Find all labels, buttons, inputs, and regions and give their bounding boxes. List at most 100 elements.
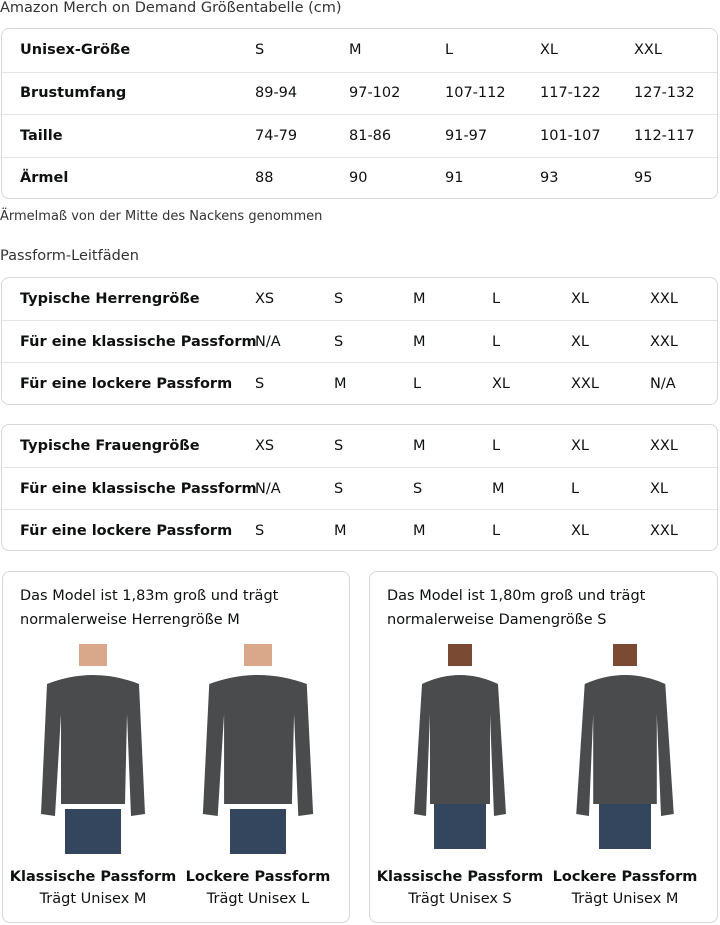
fit-caption: Klassische Passform Trägt Unisex S [375,866,545,910]
table-cell: L [492,522,501,539]
table-cell: 88 [255,170,274,187]
table-cell: S [413,480,423,497]
table-cell: L [492,333,501,350]
table-cell: XXL [571,375,599,392]
table-cell: XXL [634,42,662,59]
table-cell: XXL [650,522,678,539]
fit-name: Klassische Passform [9,869,177,885]
table-row: Ärmel 88 90 91 93 95 [2,156,717,199]
table-cell: M [413,438,426,454]
table-cell: M [413,522,426,539]
table-cell: 101-107 [540,127,601,144]
women-model-card: Das Model ist 1,80m groß und trägt norma… [369,571,718,923]
table-cell: 117-122 [540,85,601,102]
table-row: Brustumfang 89-94 97-102 107-112 117-122 127-… [2,71,717,115]
table-cell: XL [571,522,590,539]
table-cell: XXL [650,438,678,454]
table-cell: 127-132 [634,85,695,102]
row-label: Für eine klassische Passform [20,480,257,497]
row-label: Taille [20,127,63,144]
table-cell: XL [540,42,559,59]
table-cell: 89-94 [255,85,298,102]
table-cell: L [492,291,501,307]
fit-name: Lockere Passform [185,869,331,885]
table-cell: S [334,333,344,350]
size-worn: Trägt Unisex S [408,891,512,907]
table-cell: 74-79 [255,127,298,144]
table-cell: S [334,480,344,497]
table-cell: XL [492,375,511,392]
row-label: Unisex-Größe [20,42,131,59]
row-label: Ärmel [20,170,69,187]
table-cell: L [413,375,422,392]
table-cell: M [492,480,505,497]
table-cell: 91-97 [445,127,488,144]
size-worn: Trägt Unisex M [571,891,679,907]
unisex-size-table: Unisex-Größe S M L XL XXL Brustumfang 89-94 97-1… [1,28,718,199]
sleeve-note: Ärmelmaß von der Mitte des Nackens genom… [0,209,323,224]
table-cell: S [255,42,265,59]
fit-caption: Klassische Passform Trägt Unisex M [8,866,178,910]
row-label: Für eine klassische Passform [20,333,257,350]
row-label: Typische Frauengröße [20,438,200,454]
table-cell: L [492,438,501,454]
table-cell: M [334,522,347,539]
model-photo [395,644,525,854]
table-cell: XS [255,438,275,454]
table-cell: 91 [445,170,464,187]
table-cell: XXL [650,333,678,350]
table-cell: M [413,333,426,350]
women-fit-table: Typische Frauengröße XS S M L XL XXL Für eine k… [1,424,718,551]
men-fit-table: Typische Herrengröße XS S M L XL XXL Für eine k… [1,277,718,405]
fit-guide-heading: Passform-Leitfäden [0,248,139,264]
table-row: Für eine lockere Passform S M M L XL XXL [2,509,717,550]
table-cell: S [255,522,265,539]
fit-name: Klassische Passform [376,869,544,885]
table-cell: 97-102 [349,85,401,102]
size-worn: Trägt Unisex M [39,891,147,907]
table-cell: 93 [540,170,559,187]
fit-caption: Lockere Passform Trägt Unisex M [540,866,710,910]
table-row: Typische Herrengröße XS S M L XL XXL [2,278,717,320]
fit-caption: Lockere Passform Trägt Unisex L [173,866,343,910]
table-cell: XL [571,291,590,307]
row-label: Typische Herrengröße [20,291,200,307]
table-cell: 107-112 [445,85,506,102]
table-cell: L [445,42,454,59]
table-cell: L [571,480,580,497]
men-model-card: Das Model ist 1,83m groß und trägt norma… [2,571,350,923]
model-photo [28,644,158,854]
table-cell: XXL [650,291,678,307]
table-cell: XL [571,438,590,454]
table-cell: N/A [255,480,281,497]
table-cell: XL [571,333,590,350]
table-row: Taille 74-79 81-86 91-97 101-107 112-117 [2,114,717,157]
model-photo [560,644,690,854]
table-row: Für eine klassische Passform N/A S S M L XL [2,467,717,509]
table-cell: 112-117 [634,127,695,144]
table-cell: M [413,291,426,307]
table-cell: 95 [634,170,653,187]
model-photo [193,644,323,854]
table-cell: N/A [650,375,676,392]
table-cell: M [349,42,362,59]
row-label: Brustumfang [20,85,127,102]
size-worn: Trägt Unisex L [206,891,310,907]
table-cell: N/A [255,333,281,350]
table-cell: S [334,291,344,307]
fit-name: Lockere Passform [552,869,698,885]
model-description: Das Model ist 1,83m groß und trägt norma… [20,588,279,628]
table-cell: XS [255,291,275,307]
row-label: Für eine lockere Passform [20,375,233,392]
table-cell: 81-86 [349,127,392,144]
row-label: Für eine lockere Passform [20,522,233,539]
table-row: Für eine lockere Passform S M L XL XXL N/A [2,362,717,404]
table-row: Unisex-Größe S M L XL XXL [2,29,717,72]
page-title: Amazon Merch on Demand Größentabelle (cm… [0,0,342,16]
model-description: Das Model ist 1,80m groß und trägt norma… [387,588,646,628]
table-cell: M [334,375,347,392]
table-row: Für eine klassische Passform N/A S M L XL XXL [2,320,717,362]
table-cell: XL [650,480,669,497]
table-cell: S [334,438,344,454]
table-cell: 90 [349,170,368,187]
